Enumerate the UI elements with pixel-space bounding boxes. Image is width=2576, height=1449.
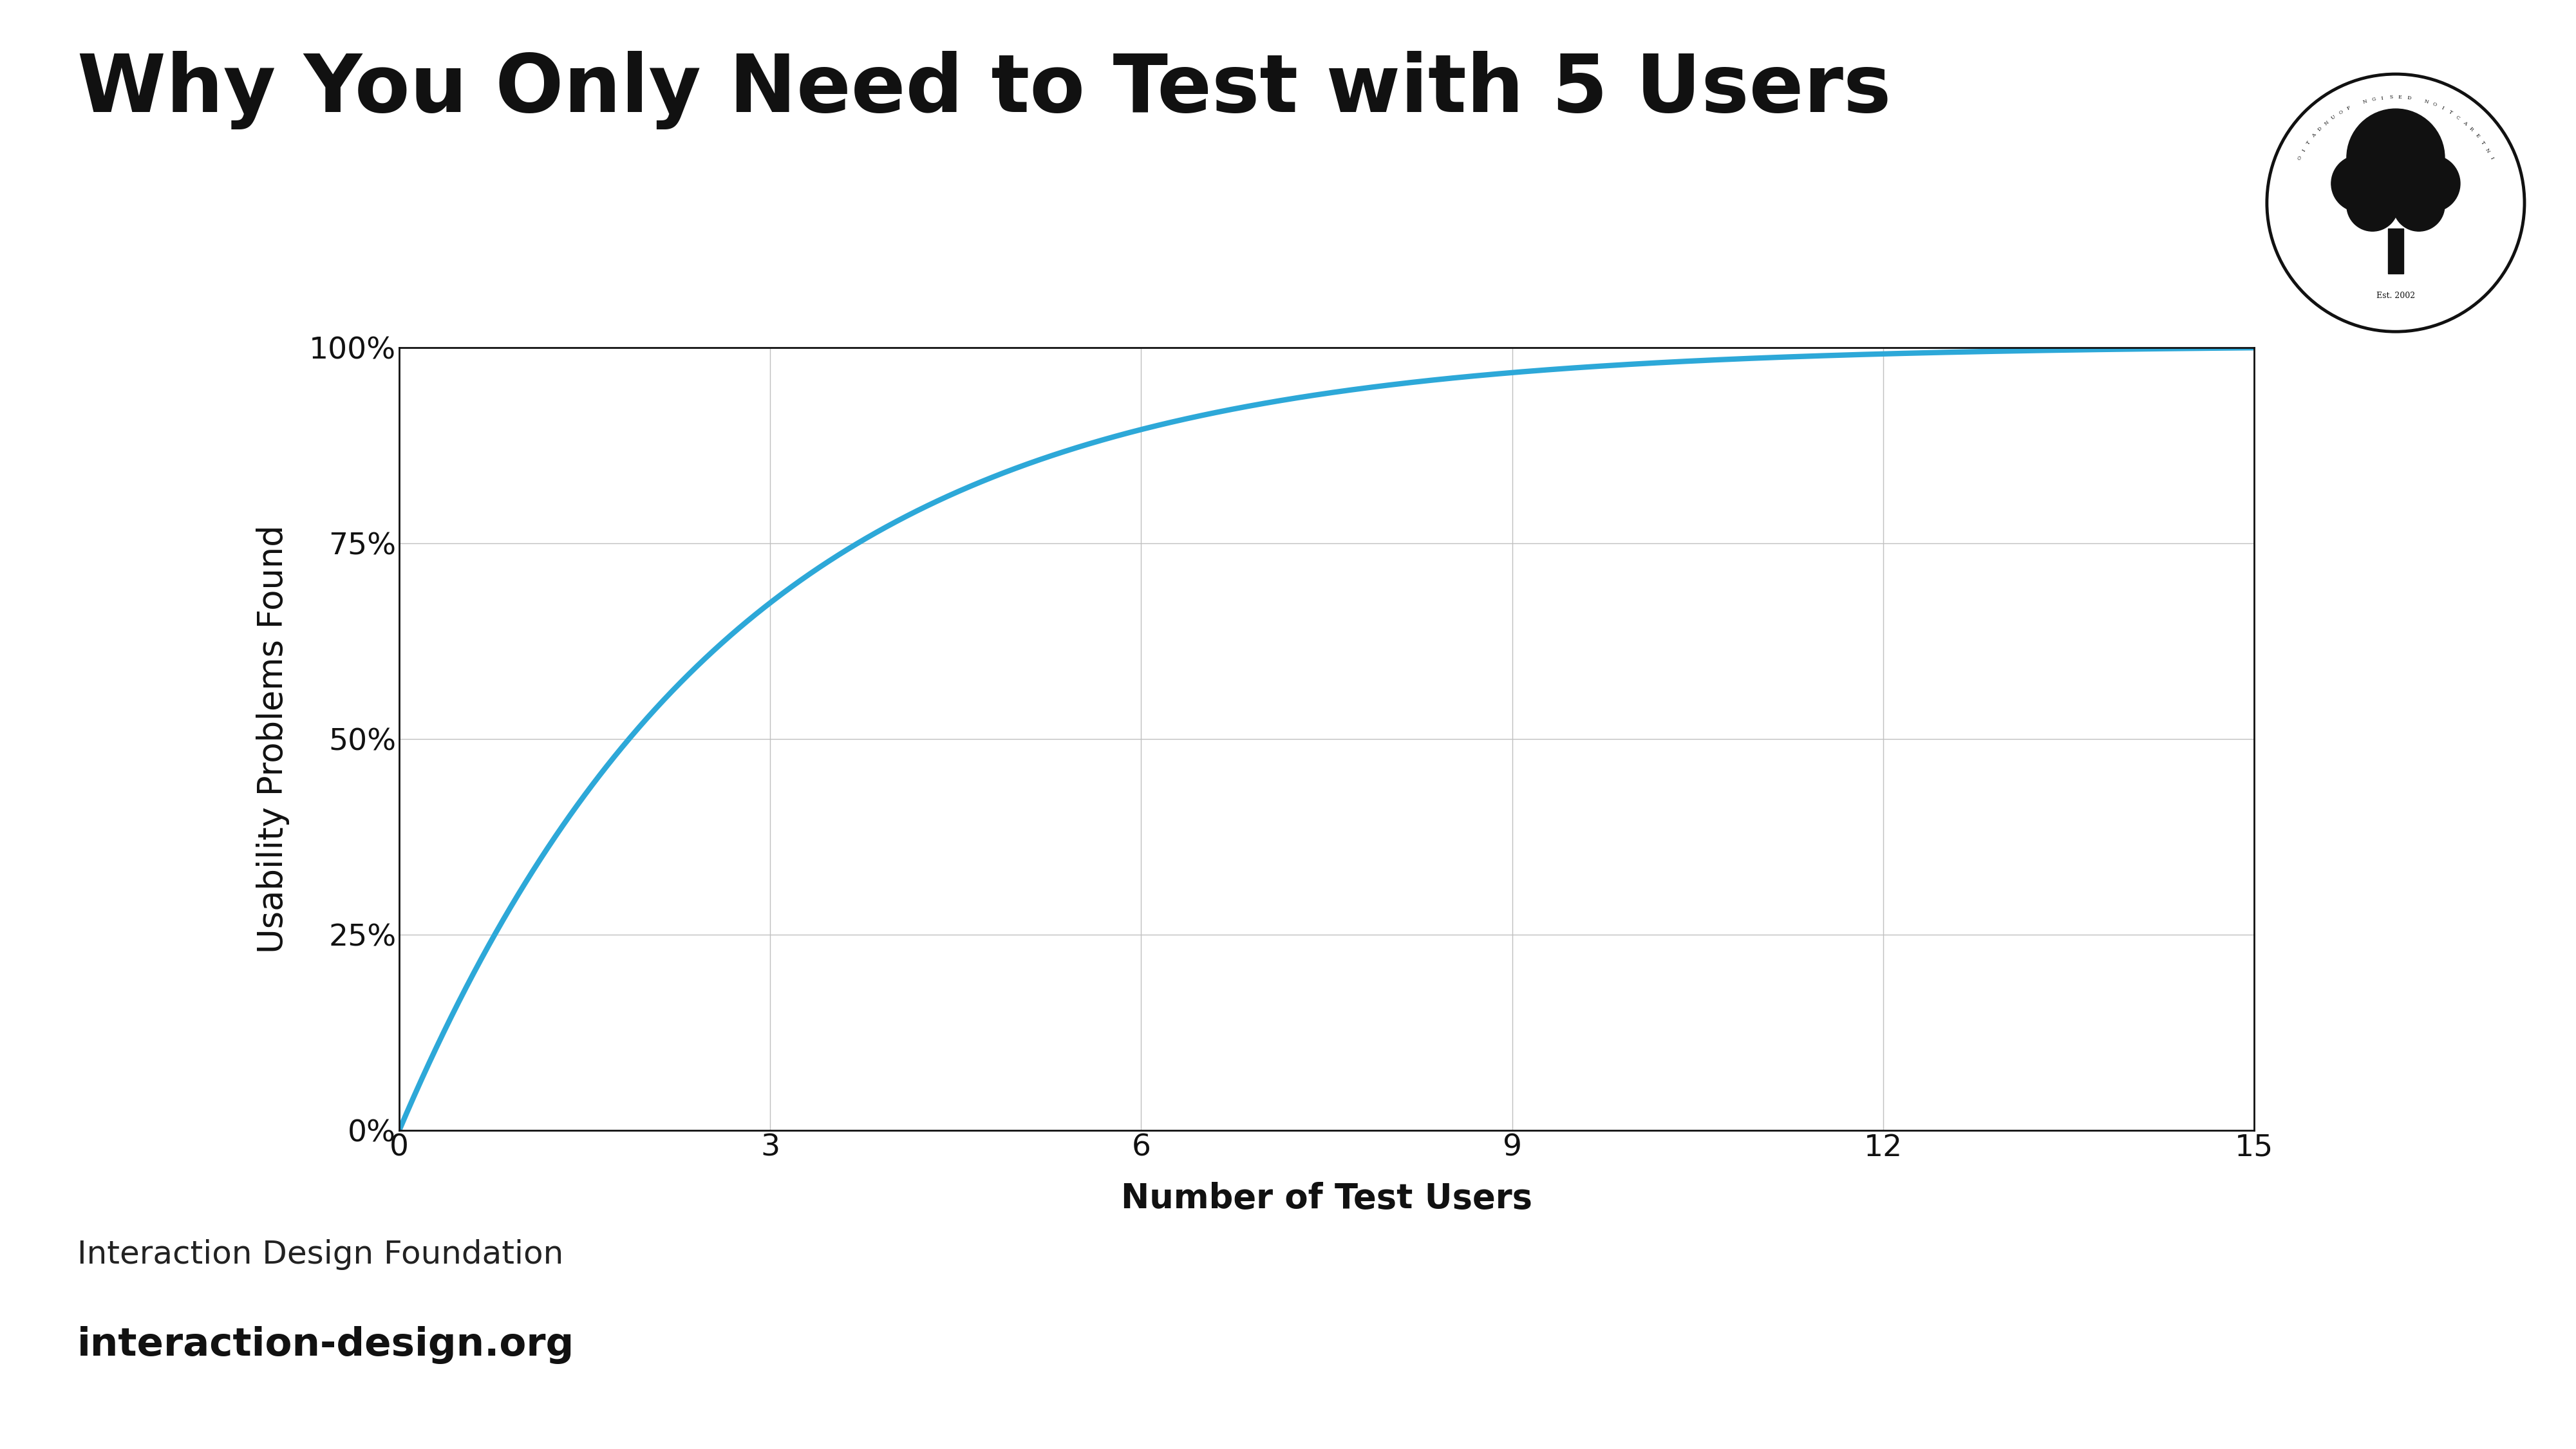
Text: Interaction Design Foundation: Interaction Design Foundation [77, 1239, 564, 1269]
X-axis label: Number of Test Users: Number of Test Users [1121, 1182, 1533, 1216]
Circle shape [2347, 109, 2445, 207]
Text: O: O [2339, 110, 2344, 116]
Circle shape [2403, 155, 2460, 212]
Text: D: D [2406, 96, 2411, 101]
Text: Why You Only Need to Test with 5 Users: Why You Only Need to Test with 5 Users [77, 51, 1891, 129]
Text: interaction-design.org: interaction-design.org [77, 1326, 574, 1364]
Text: C: C [2455, 114, 2460, 120]
Text: N: N [2424, 99, 2429, 104]
Text: E: E [2398, 94, 2401, 100]
Circle shape [2331, 155, 2388, 212]
Text: Est. 2002: Est. 2002 [2375, 291, 2416, 300]
Text: T: T [2481, 141, 2486, 146]
Text: O: O [2298, 155, 2303, 161]
Text: N: N [2362, 99, 2367, 104]
Text: F: F [2347, 106, 2352, 112]
Text: G: G [2372, 97, 2375, 103]
Text: U: U [2331, 114, 2336, 120]
Text: N: N [2483, 148, 2491, 154]
Y-axis label: Usability Problems Found: Usability Problems Found [255, 525, 289, 953]
Text: I: I [2488, 156, 2494, 161]
Text: E: E [2473, 133, 2481, 139]
Text: I: I [2442, 106, 2445, 112]
Bar [2388, 229, 2403, 274]
Text: I: I [2300, 148, 2306, 152]
Text: R: R [2468, 126, 2476, 132]
Text: N: N [2324, 120, 2329, 126]
Text: O: O [2432, 101, 2437, 107]
Circle shape [2393, 180, 2445, 232]
Text: S: S [2391, 94, 2393, 100]
Text: D: D [2316, 126, 2324, 132]
Text: T: T [2447, 110, 2452, 116]
Text: T: T [2306, 141, 2311, 146]
Text: A: A [2463, 120, 2468, 126]
Circle shape [2347, 180, 2398, 232]
Text: A: A [2311, 133, 2318, 139]
